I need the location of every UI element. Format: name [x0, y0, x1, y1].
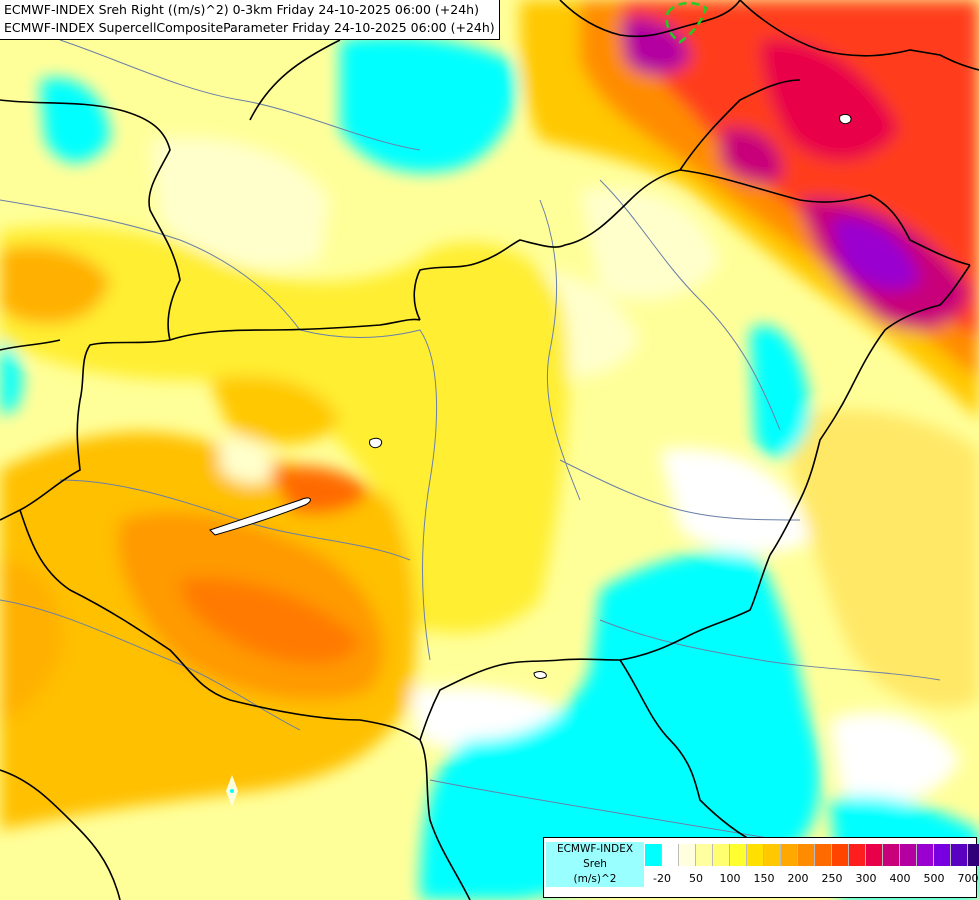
legend-tick-label: 250	[821, 872, 843, 885]
legend-swatch	[934, 844, 951, 866]
legend-swatch	[883, 844, 900, 866]
legend-swatch	[662, 844, 679, 866]
map-title-box: ECMWF-INDEX Sreh Right ((m/s)^2) 0-3km F…	[0, 0, 500, 40]
legend-ticks: -20 50 100 150 200 250 300 400 500 700	[645, 872, 978, 892]
legend-tick-label: 150	[753, 872, 775, 885]
legend-swatch	[951, 844, 968, 866]
legend-swatch	[713, 844, 730, 866]
legend-tick-label: 700	[957, 872, 979, 885]
legend-swatch	[645, 844, 662, 866]
legend-label-line: (m/s)^2	[573, 873, 617, 885]
legend-tick-label: 400	[889, 872, 911, 885]
location-marker	[226, 775, 238, 807]
legend-tick-label: 50	[689, 872, 703, 885]
legend-tick-label: 500	[923, 872, 945, 885]
legend-swatch	[679, 844, 696, 866]
legend-label-line: ECMWF-INDEX	[556, 843, 634, 855]
legend-swatch	[798, 844, 815, 866]
legend-swatches	[645, 844, 979, 866]
legend-label-line: Sreh	[583, 858, 607, 870]
legend-swatch	[866, 844, 883, 866]
legend-swatch	[747, 844, 764, 866]
legend-swatch	[781, 844, 798, 866]
title-line-sreh: ECMWF-INDEX Sreh Right ((m/s)^2) 0-3km F…	[4, 2, 479, 17]
supercell-contour	[665, 1, 708, 44]
legend-swatch	[900, 844, 917, 866]
legend-swatch	[832, 844, 849, 866]
legend-tick-label: 300	[855, 872, 877, 885]
legend-swatch	[849, 844, 866, 866]
lakes	[209, 113, 852, 679]
legend-tick-label: -20	[653, 872, 671, 885]
legend-swatch	[968, 844, 979, 866]
legend-swatch	[815, 844, 832, 866]
legend-swatch	[764, 844, 781, 866]
legend-tick-label: 100	[719, 872, 741, 885]
legend-swatch	[917, 844, 934, 866]
title-line-scp: ECMWF-INDEX SupercellCompositeParameter …	[4, 20, 495, 35]
color-legend: ECMWF-INDEX Sreh (m/s)^2 -20 50 100 150 200 2…	[543, 837, 979, 898]
legend-swatch	[730, 844, 747, 866]
legend-tick-label: 200	[787, 872, 809, 885]
legend-label: ECMWF-INDEX Sreh (m/s)^2	[546, 842, 644, 887]
legend-swatch	[696, 844, 713, 866]
